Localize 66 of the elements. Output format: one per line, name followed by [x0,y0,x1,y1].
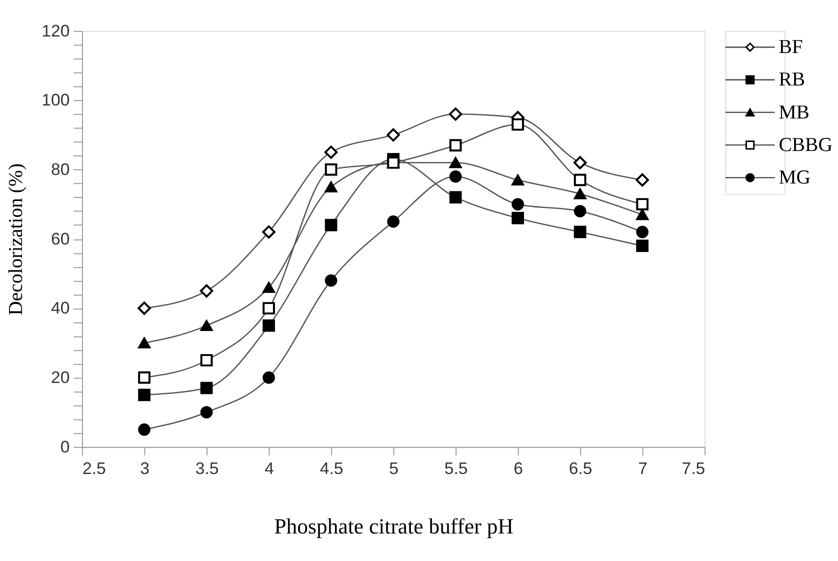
x-tick-label: 2.5 [82,459,106,478]
point [200,320,213,332]
x-tick-label: 7.5 [682,459,706,478]
legend-label: BF [778,36,803,58]
point [574,174,586,186]
y-tick-label: 100 [42,90,70,110]
point [324,146,338,159]
point [449,139,462,152]
x-tick-label: 6.5 [568,459,592,478]
point [138,388,150,402]
legend-label: RB [778,68,806,91]
x-tick-label: 5 [389,459,398,478]
point [262,319,275,332]
point [512,212,524,224]
x-axis-title: Phosphate citrate buffer pH [274,514,514,538]
point [449,157,462,168]
y-tick-label: 0 [60,437,70,456]
y-axis-title: Decolorization (%) [4,163,27,316]
point [262,282,275,293]
point [449,191,462,204]
y-tick-label: 20 [50,368,70,388]
point [449,170,462,183]
x-tick-label: 3.5 [195,459,219,478]
point [324,218,338,232]
point [636,240,649,252]
point [324,163,338,176]
x-tick-label: 6 [514,459,523,478]
legend-label: CBBG [778,134,833,156]
point [574,205,586,218]
point [200,382,213,394]
x-tick-label: 7 [638,459,648,478]
y-tick-label: 40 [50,298,70,318]
point [138,371,150,384]
point [138,302,151,315]
y-tick-label: 60 [50,229,70,248]
point [262,302,275,314]
point [138,337,150,348]
point [200,284,214,298]
y-tick-label: 80 [50,160,70,180]
point [573,156,587,170]
point [138,423,150,436]
point [324,274,338,287]
point [512,198,524,210]
point [262,225,276,239]
point [512,118,524,131]
y-tick-label: 120 [42,21,70,40]
point [324,181,338,192]
point [262,371,275,384]
point [636,173,649,187]
legend-label: MG [778,166,811,189]
point [200,354,213,366]
point [574,188,586,200]
x-tick-label: 4.5 [320,459,344,478]
point [386,128,400,142]
x-tick-label: 4 [264,459,274,478]
point [574,226,586,238]
point [387,215,400,228]
point [512,174,524,186]
point [448,107,462,121]
x-tick-label: 5.5 [444,459,468,478]
legend-label: MB [778,101,810,124]
point [636,209,649,220]
point [636,198,649,210]
point [200,406,213,418]
point [636,226,649,238]
x-tick-label: 3 [140,459,150,478]
